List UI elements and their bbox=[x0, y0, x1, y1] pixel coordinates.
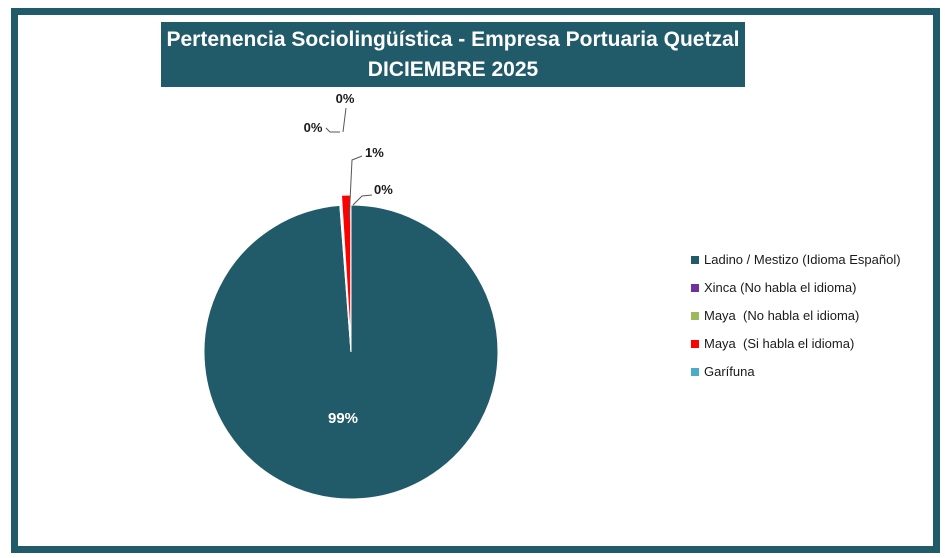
legend-item-1: Xinca (No habla el idioma) bbox=[691, 278, 901, 306]
leader-line-2 bbox=[325, 127, 340, 133]
data-label-0: 99% bbox=[328, 410, 358, 427]
legend-label-3: Maya (Si habla el idioma) bbox=[704, 336, 855, 351]
leader-line-1 bbox=[342, 107, 347, 133]
legend-label-0: Ladino / Mestizo (Idioma Español) bbox=[704, 252, 901, 267]
data-label-3: 1% bbox=[365, 145, 384, 160]
chart-title-box: Pertenencia Sociolingüística - Empresa P… bbox=[161, 22, 745, 87]
chart-subtitle: DICIEMBRE 2025 bbox=[367, 58, 539, 81]
leader-line-3 bbox=[348, 155, 363, 221]
legend-item-3: Maya (Si habla el idioma) bbox=[691, 334, 901, 362]
legend-label-1: Xinca (No habla el idioma) bbox=[704, 280, 857, 295]
leader-line-4 bbox=[352, 194, 373, 206]
legend-swatch-2 bbox=[691, 312, 699, 320]
legend-label-2: Maya (No habla el idioma) bbox=[704, 308, 860, 323]
legend-swatch-0 bbox=[691, 256, 699, 264]
chart-legend: Ladino / Mestizo (Idioma Español) Xinca (… bbox=[691, 250, 901, 390]
data-label-1: 0% bbox=[336, 91, 355, 106]
legend-label-4: Garífuna bbox=[704, 364, 755, 379]
legend-swatch-1 bbox=[691, 284, 699, 292]
legend-item-0: Ladino / Mestizo (Idioma Español) bbox=[691, 250, 901, 278]
legend-swatch-3 bbox=[691, 340, 699, 348]
legend-item-4: Garífuna bbox=[691, 362, 901, 390]
chart-title: Pertenencia Sociolingüística - Empresa P… bbox=[166, 28, 740, 51]
legend-swatch-4 bbox=[691, 368, 699, 376]
data-label-2: 0% bbox=[304, 120, 323, 135]
legend-item-2: Maya (No habla el idioma) bbox=[691, 306, 901, 334]
data-label-4: 0% bbox=[374, 182, 393, 197]
